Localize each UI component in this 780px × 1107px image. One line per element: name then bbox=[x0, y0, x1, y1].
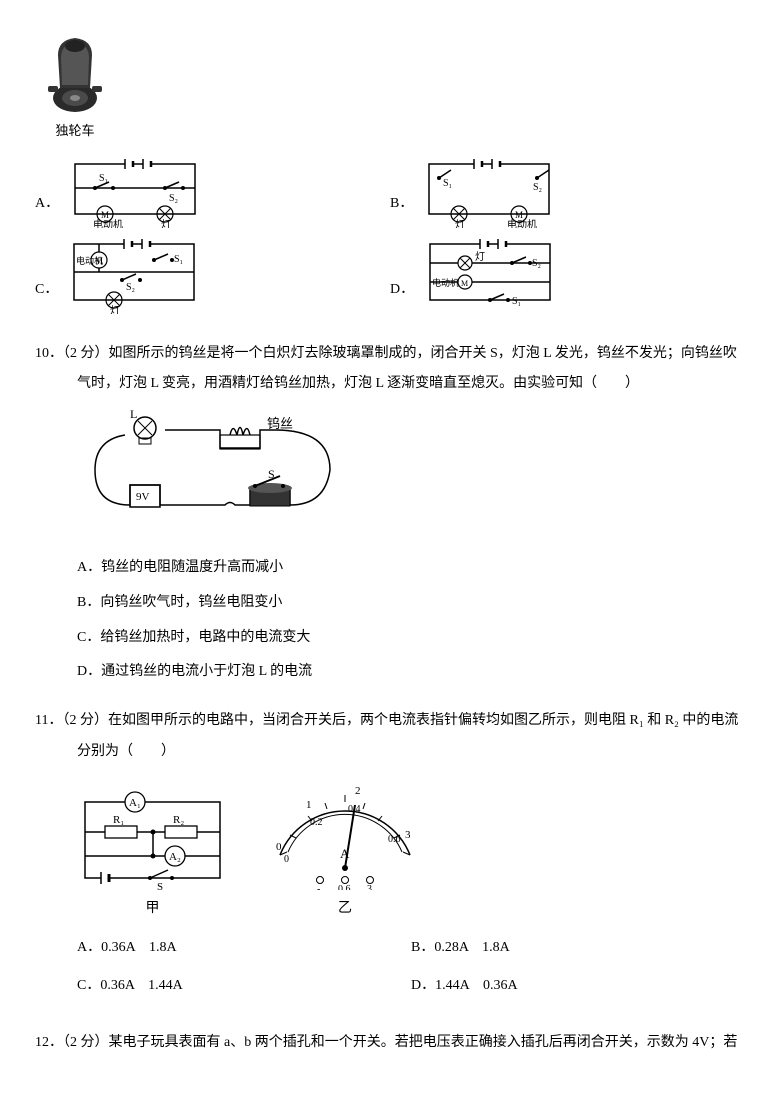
circuit-C-icon: M 电动机 S₁ S₂ 灯 bbox=[64, 238, 204, 314]
question-11: 11．（2 分）在如图甲所示的电路中，当闭合开关后，两个电流表指针偏转均如图乙所… bbox=[35, 706, 745, 1010]
svg-text:S₂: S₂ bbox=[169, 193, 178, 204]
svg-text:电动机: 电动机 bbox=[507, 218, 537, 228]
q11-circuit-jia: A₁ R₁ R₂ A₂ S 甲 bbox=[75, 790, 230, 925]
svg-text:0: 0 bbox=[284, 854, 289, 865]
option-letter: D． bbox=[390, 275, 414, 306]
q11-options: A．0.36A 1.8A B．0.28A 1.8A C．0.36A 1.44A … bbox=[35, 933, 745, 1011]
svg-text:1: 1 bbox=[306, 799, 312, 811]
q10-option-C: C．给钨丝加热时，电路中的电流变大 bbox=[77, 623, 745, 654]
svg-text:灯: 灯 bbox=[455, 219, 465, 228]
svg-text:电动机: 电动机 bbox=[76, 255, 103, 266]
svg-text:S₁: S₁ bbox=[512, 296, 521, 307]
q11-text2: 分别为（ ） bbox=[35, 737, 745, 768]
tungsten-label: 钨丝 bbox=[267, 416, 293, 431]
svg-text:0: 0 bbox=[276, 841, 282, 853]
q10-line1: 10．（2 分）如图所示的钨丝是将一个白炽灯去除玻璃罩制成的，闭合开关 S，灯泡… bbox=[35, 339, 745, 370]
svg-text:3: 3 bbox=[367, 884, 372, 890]
question-12: 12．（2 分）某电子玩具表面有 a、b 两个插孔和一个开关。若把电压表正确接入… bbox=[35, 1028, 745, 1059]
svg-text:R₂: R₂ bbox=[173, 814, 184, 826]
q10-points: （2 分） bbox=[63, 346, 109, 361]
svg-text:S₂: S₂ bbox=[126, 282, 135, 293]
light-label: 灯 bbox=[161, 219, 171, 228]
battery-label: 9V bbox=[136, 491, 150, 503]
option-letter: A． bbox=[35, 189, 59, 220]
svg-text:灯: 灯 bbox=[475, 251, 485, 263]
q9-options: A． S₁ S₂ M 电动机 灯 B． bbox=[35, 156, 745, 324]
q10-number: 10． bbox=[35, 346, 63, 361]
svg-text:2: 2 bbox=[355, 785, 361, 797]
unicycle-figure: 独轮车 bbox=[35, 30, 115, 146]
svg-text:-: - bbox=[317, 884, 320, 890]
q11-number: 11． bbox=[35, 713, 62, 728]
motor-label: 电动机 bbox=[93, 218, 123, 228]
option-letter: B． bbox=[390, 189, 413, 220]
circuit-B-icon: S₁ S₂ 灯 M 电动机 bbox=[419, 156, 559, 228]
svg-text:0.6: 0.6 bbox=[338, 884, 351, 890]
svg-text:A₂: A₂ bbox=[169, 851, 181, 863]
svg-text:S: S bbox=[157, 881, 163, 890]
q9-option-C: C． M 电动机 S₁ S₂ 灯 bbox=[35, 238, 390, 314]
q11-option-D: D．1.44A 0.36A bbox=[411, 971, 745, 1002]
q10-option-D: D．通过钨丝的电流小于灯泡 L 的电流 bbox=[77, 657, 745, 688]
option-letter: C． bbox=[35, 275, 58, 306]
q10-option-B: B．向钨丝吹气时，钨丝电阻变小 bbox=[77, 588, 745, 619]
q10-figure: L 钨丝 9V S bbox=[75, 410, 745, 543]
q10-circuit-icon: L 钨丝 9V S bbox=[75, 410, 355, 530]
unicycle-caption: 独轮车 bbox=[55, 117, 94, 146]
circuit-A-icon: S₁ S₂ M 电动机 灯 bbox=[65, 156, 205, 228]
q12-line1: 12．（2 分）某电子玩具表面有 a、b 两个插孔和一个开关。若把电压表正确接入… bbox=[35, 1028, 745, 1059]
q11-line1: 11．（2 分）在如图甲所示的电路中，当闭合开关后，两个电流表指针偏转均如图乙所… bbox=[35, 706, 745, 737]
q12-number: 12． bbox=[35, 1035, 63, 1050]
svg-text:3: 3 bbox=[405, 829, 411, 841]
svg-text:A: A bbox=[340, 846, 350, 861]
svg-text:M: M bbox=[515, 210, 523, 220]
svg-text:0.6: 0.6 bbox=[388, 834, 401, 845]
q10-text2: 气时，灯泡 L 变亮，用酒精灯给钨丝加热，灯泡 L 逐渐变暗直至熄灭。由实验可知… bbox=[35, 369, 745, 400]
circuit-D-icon: 灯 S₂ M 电动机 S₁ bbox=[420, 238, 560, 314]
svg-text:0.2: 0.2 bbox=[310, 817, 323, 828]
q11-text1: 在如图甲所示的电路中，当闭合开关后，两个电流表指针偏转均如图乙所示，则电阻 R₁… bbox=[108, 713, 738, 728]
q11-circuit-icon: A₁ R₁ R₂ A₂ S bbox=[75, 790, 230, 890]
q11-option-A: A．0.36A 1.8A bbox=[77, 933, 411, 964]
q11-points: （2 分） bbox=[62, 713, 108, 728]
q11-figures: A₁ R₁ R₂ A₂ S 甲 bbox=[75, 780, 745, 925]
q9-option-A: A． S₁ S₂ M 电动机 灯 bbox=[35, 156, 390, 228]
svg-text:电动机: 电动机 bbox=[432, 277, 459, 288]
svg-text:S₁: S₁ bbox=[174, 254, 183, 265]
svg-text:灯: 灯 bbox=[110, 305, 120, 314]
q9-option-D: D． 灯 S₂ M 电动机 S₁ bbox=[390, 238, 745, 314]
bulb-L-label: L bbox=[130, 410, 137, 421]
q12-points: （2 分） bbox=[63, 1035, 109, 1050]
svg-text:R₁: R₁ bbox=[113, 814, 124, 826]
svg-text:M: M bbox=[461, 279, 468, 288]
q10-text1: 如图所示的钨丝是将一个白炽灯去除玻璃罩制成的，闭合开关 S，灯泡 L 发光，钨丝… bbox=[109, 346, 737, 361]
ammeter-icon: 0 1 2 3 0 0.2 0.4 0.6 A - 0.6 3 bbox=[260, 780, 430, 890]
svg-text:S₂: S₂ bbox=[533, 182, 542, 193]
q11-label-jia: 甲 bbox=[146, 894, 160, 925]
question-10: 10．（2 分）如图所示的钨丝是将一个白炽灯去除玻璃罩制成的，闭合开关 S，灯泡… bbox=[35, 339, 745, 689]
q11-meter-yi: 0 1 2 3 0 0.2 0.4 0.6 A - 0.6 3 乙 bbox=[260, 780, 430, 925]
switch-label: S bbox=[268, 467, 275, 481]
svg-text:A₁: A₁ bbox=[129, 797, 141, 809]
svg-text:S₁: S₁ bbox=[443, 178, 452, 189]
q10-options: A．钨丝的电阻随温度升高而减小 B．向钨丝吹气时，钨丝电阻变小 C．给钨丝加热时… bbox=[35, 553, 745, 688]
q11-option-C: C．0.36A 1.44A bbox=[77, 971, 411, 1002]
q11-option-B: B．0.28A 1.8A bbox=[411, 933, 745, 964]
q12-text: 某电子玩具表面有 a、b 两个插孔和一个开关。若把电压表正确接入插孔后再闭合开关… bbox=[109, 1035, 738, 1050]
q10-option-A: A．钨丝的电阻随温度升高而减小 bbox=[77, 553, 745, 584]
q9-option-B: B． S₁ S₂ 灯 M 电动机 bbox=[390, 156, 745, 228]
svg-text:S₂: S₂ bbox=[532, 258, 541, 269]
svg-text:S₁: S₁ bbox=[99, 173, 108, 184]
svg-text:M: M bbox=[101, 210, 109, 220]
q11-label-yi: 乙 bbox=[338, 894, 352, 925]
unicycle-icon bbox=[40, 30, 110, 115]
